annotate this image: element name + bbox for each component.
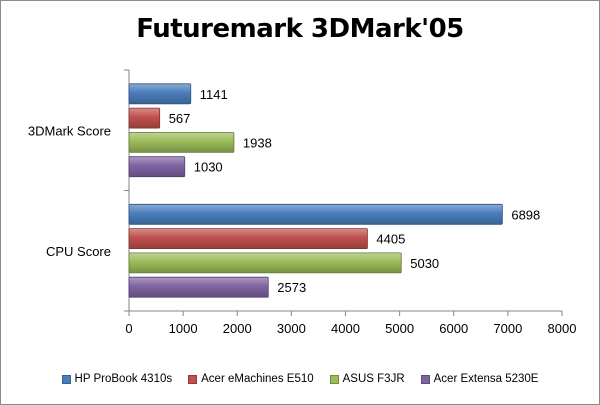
chart-title: Futuremark 3DMark'05 <box>136 14 464 44</box>
category-label: CPU Score <box>46 244 111 259</box>
data-label: 1030 <box>194 160 223 175</box>
legend-swatch <box>329 374 339 384</box>
legend-item: Acer Extensa 5230E <box>420 373 539 385</box>
bar-1-1 <box>128 228 368 250</box>
x-tick-label: 7000 <box>493 321 522 336</box>
category-label: 3DMark Score <box>28 123 111 138</box>
chart-legend: HP ProBook 4310s Acer eMachines E510 ASUS … <box>0 373 600 385</box>
legend-item: Acer eMachines E510 <box>188 373 314 385</box>
data-label: 1141 <box>200 87 228 102</box>
legend-swatch <box>61 374 71 384</box>
x-tick-label: 1000 <box>169 321 198 336</box>
data-label: 2573 <box>277 280 306 295</box>
legend-swatch <box>420 374 430 384</box>
legend-label: Acer eMachines E510 <box>201 373 314 385</box>
legend-label: ASUS F3JR <box>342 373 405 385</box>
bar-2-0 <box>128 131 235 153</box>
data-label: 4405 <box>376 232 405 247</box>
x-tick-label: 0 <box>125 321 132 336</box>
x-tick-label: 8000 <box>548 321 577 336</box>
data-label: 5030 <box>410 256 439 271</box>
x-tick-label: 3000 <box>277 321 306 336</box>
legend-swatch <box>188 374 198 384</box>
bar-3-0 <box>128 156 186 178</box>
bar-1-0 <box>128 107 161 129</box>
legend-label: HP ProBook 4310s <box>74 373 173 385</box>
data-label: 6898 <box>511 207 540 222</box>
legend-item: ASUS F3JR <box>329 373 405 385</box>
bar-0-0 <box>128 83 192 105</box>
x-tick-label: 4000 <box>331 321 360 336</box>
x-tick-label: 2000 <box>223 321 252 336</box>
legend-item: HP ProBook 4310s <box>61 373 173 385</box>
bar-2-1 <box>128 252 402 274</box>
data-label: 567 <box>169 111 191 126</box>
x-tick-label: 6000 <box>439 321 468 336</box>
legend-label: Acer Extensa 5230E <box>433 373 539 385</box>
data-label: 1938 <box>243 135 272 150</box>
x-tick-label: 5000 <box>385 321 414 336</box>
bar-0-1 <box>128 203 503 225</box>
bar-3-1 <box>128 276 269 298</box>
